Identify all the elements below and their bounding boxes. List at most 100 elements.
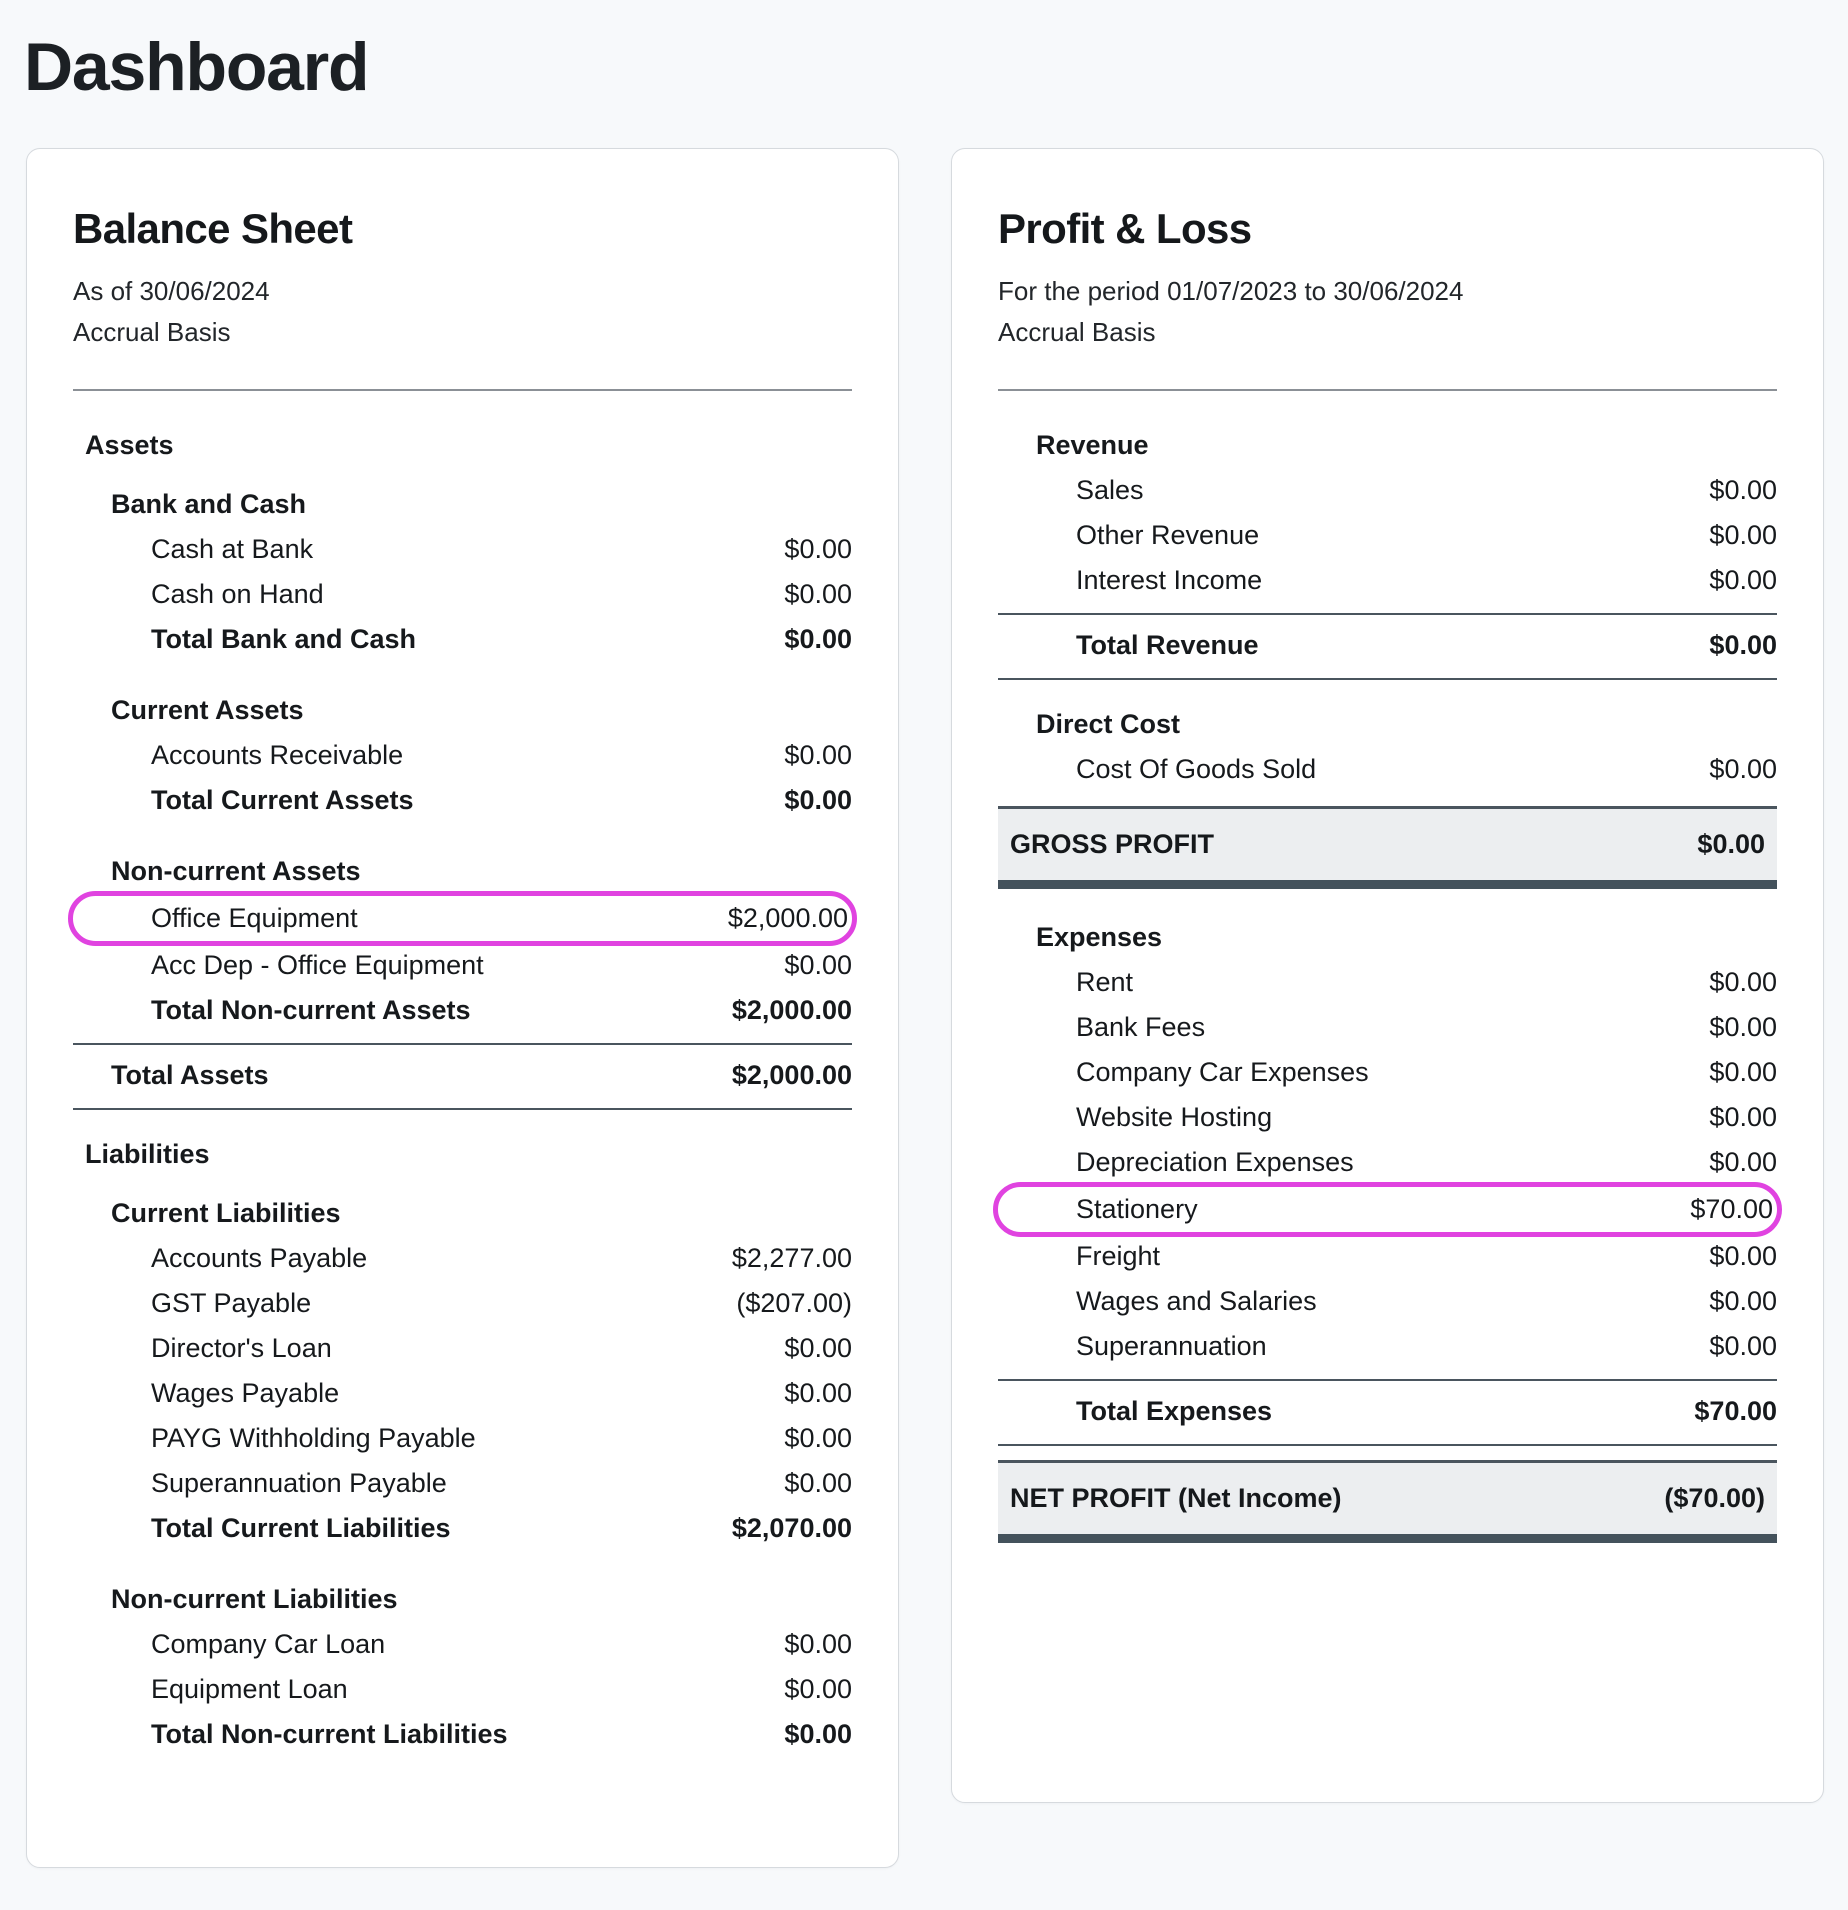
- group-header-expenses: Expenses: [1036, 922, 1163, 953]
- group-header-current-assets: Current Assets: [111, 695, 304, 726]
- row-label: Superannuation Payable: [151, 1468, 447, 1499]
- group-header-direct-cost: Direct Cost: [1036, 709, 1181, 740]
- row-value: $2,000.00: [731, 1060, 852, 1091]
- table-row[interactable]: Acc Dep - Office Equipment $0.00: [73, 943, 852, 988]
- row-label: Total Current Assets: [151, 785, 414, 816]
- table-row[interactable]: Wages and Salaries $0.00: [998, 1279, 1777, 1324]
- total-expenses-divider-bottom: [998, 1444, 1777, 1447]
- row-value: $70.00: [1690, 1194, 1773, 1225]
- row-value: ($207.00): [736, 1288, 852, 1319]
- row-value: $0.00: [784, 579, 852, 610]
- row-label: Freight: [1076, 1241, 1161, 1272]
- table-row[interactable]: PAYG Withholding Payable $0.00: [73, 1416, 852, 1461]
- table-row[interactable]: Website Hosting $0.00: [998, 1095, 1777, 1140]
- total-revenue-divider-bottom: [998, 678, 1777, 681]
- row-value: $2,277.00: [731, 1243, 852, 1274]
- table-row[interactable]: Wages Payable $0.00: [73, 1371, 852, 1416]
- total-row-non-current-liabilities: Total Non-current Liabilities $0.00: [73, 1712, 852, 1757]
- row-label: Bank Fees: [1076, 1012, 1206, 1043]
- row-value: $0.00: [784, 740, 852, 771]
- total-row-non-current-assets: Total Non-current Assets $2,000.00: [73, 988, 852, 1033]
- table-row[interactable]: Bank Fees $0.00: [998, 1005, 1777, 1050]
- group-header-bank-and-cash: Bank and Cash: [111, 489, 307, 520]
- table-row[interactable]: Freight $0.00: [998, 1234, 1777, 1279]
- row-label: GST Payable: [151, 1288, 312, 1319]
- total-row-expenses: Total Expenses $70.00: [998, 1389, 1777, 1434]
- profit-loss-period: For the period 01/07/2023 to 30/06/2024: [998, 276, 1464, 307]
- table-row[interactable]: GST Payable ($207.00): [73, 1281, 852, 1326]
- row-value: $0.00: [784, 1378, 852, 1409]
- table-row[interactable]: Company Car Loan $0.00: [73, 1622, 852, 1667]
- row-label: GROSS PROFIT: [1010, 829, 1215, 860]
- section-header-liabilities: Liabilities: [85, 1139, 210, 1170]
- table-row[interactable]: Superannuation $0.00: [998, 1324, 1777, 1369]
- table-row[interactable]: Superannuation Payable $0.00: [73, 1461, 852, 1506]
- row-value: $0.00: [784, 1423, 852, 1454]
- highlighted-row-office-equipment[interactable]: Office Equipment $2,000.00: [68, 891, 857, 947]
- row-label: Sales: [1076, 475, 1144, 506]
- row-label: Total Non-current Assets: [151, 995, 471, 1026]
- row-label: Acc Dep - Office Equipment: [151, 950, 484, 981]
- row-label: Equipment Loan: [151, 1674, 348, 1705]
- table-row[interactable]: Depreciation Expenses $0.00: [998, 1140, 1777, 1185]
- row-value: $0.00: [784, 1333, 852, 1364]
- total-assets-divider-top: [73, 1043, 852, 1046]
- row-label: PAYG Withholding Payable: [151, 1423, 476, 1454]
- balance-sheet-title: Balance Sheet: [73, 205, 353, 253]
- row-label: Interest Income: [1076, 565, 1263, 596]
- balance-sheet-card: Balance Sheet As of 30/06/2024 Accrual B…: [26, 148, 899, 1869]
- row-value: $0.00: [784, 1674, 852, 1705]
- table-row[interactable]: Sales $0.00: [998, 468, 1777, 513]
- row-label: Cost Of Goods Sold: [1076, 754, 1317, 785]
- row-value: $0.00: [784, 624, 852, 655]
- row-value: $2,000.00: [727, 903, 848, 934]
- report-cards-container: Balance Sheet As of 30/06/2024 Accrual B…: [0, 106, 1848, 1869]
- table-row[interactable]: Cash on Hand $0.00: [73, 572, 852, 617]
- row-value: $0.00: [1709, 1241, 1777, 1272]
- profit-loss-header-divider: [998, 389, 1777, 392]
- row-value: $0.00: [1709, 1331, 1777, 1362]
- profit-loss-title: Profit & Loss: [998, 205, 1252, 253]
- table-row[interactable]: Cost Of Goods Sold $0.00: [998, 747, 1777, 792]
- row-value: $0.00: [784, 950, 852, 981]
- total-row-bank-and-cash: Total Bank and Cash $0.00: [73, 617, 852, 662]
- row-label: Company Car Loan: [151, 1629, 386, 1660]
- group-header-non-current-assets: Non-current Assets: [111, 856, 361, 887]
- table-row[interactable]: Equipment Loan $0.00: [73, 1667, 852, 1712]
- profit-loss-card: Profit & Loss For the period 01/07/2023 …: [951, 148, 1824, 1804]
- profit-loss-basis: Accrual Basis: [998, 317, 1156, 348]
- row-label: Director's Loan: [151, 1333, 332, 1364]
- row-value: ($70.00): [1664, 1483, 1765, 1514]
- row-label: Website Hosting: [1076, 1102, 1273, 1133]
- row-value: $0.00: [784, 1468, 852, 1499]
- highlighted-row-stationery[interactable]: Stationery $70.00: [993, 1182, 1782, 1238]
- row-value: $0.00: [784, 534, 852, 565]
- row-label: Total Current Liabilities: [151, 1513, 451, 1544]
- table-row[interactable]: Accounts Payable $2,277.00: [73, 1236, 852, 1281]
- row-label: Total Expenses: [1076, 1396, 1273, 1427]
- row-label: Office Equipment: [151, 903, 358, 934]
- row-label: Depreciation Expenses: [1076, 1147, 1354, 1178]
- row-label: Total Non-current Liabilities: [151, 1719, 508, 1750]
- total-row-revenue: Total Revenue $0.00: [998, 623, 1777, 668]
- row-label: Accounts Receivable: [151, 740, 404, 771]
- table-row[interactable]: Company Car Expenses $0.00: [998, 1050, 1777, 1095]
- row-value: $0.00: [1697, 829, 1765, 860]
- table-row[interactable]: Interest Income $0.00: [998, 558, 1777, 603]
- table-row[interactable]: Director's Loan $0.00: [73, 1326, 852, 1371]
- total-row-current-liabilities: Total Current Liabilities $2,070.00: [73, 1506, 852, 1551]
- table-row[interactable]: Rent $0.00: [998, 960, 1777, 1005]
- balance-sheet-basis: Accrual Basis: [73, 317, 231, 348]
- table-row[interactable]: Cash at Bank $0.00: [73, 527, 852, 572]
- page-title: Dashboard: [24, 29, 370, 105]
- row-label: Cash at Bank: [151, 534, 314, 565]
- table-row[interactable]: Accounts Receivable $0.00: [73, 733, 852, 778]
- grand-total-row-total-assets: Total Assets $2,000.00: [73, 1053, 852, 1098]
- row-value: $0.00: [1709, 630, 1777, 661]
- row-value: $0.00: [1709, 1286, 1777, 1317]
- row-label: Total Assets: [111, 1060, 269, 1091]
- row-value: $0.00: [1709, 520, 1777, 551]
- table-row[interactable]: Other Revenue $0.00: [998, 513, 1777, 558]
- group-header-non-current-liabilities: Non-current Liabilities: [111, 1584, 398, 1615]
- balance-sheet-header-divider: [73, 389, 852, 392]
